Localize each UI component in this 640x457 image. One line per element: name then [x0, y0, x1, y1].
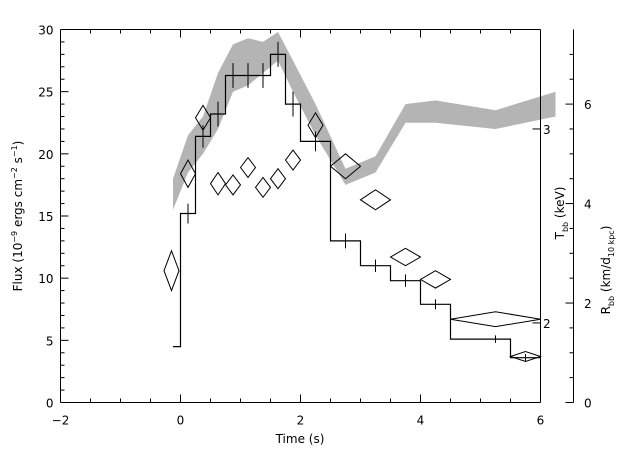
temperature-point — [450, 311, 541, 328]
y-tick-label: 30 — [38, 24, 53, 38]
flux-histogram-line — [173, 53, 541, 359]
x-tick-label: 6 — [537, 414, 545, 428]
temperature-point — [329, 153, 362, 180]
flux-histogram-layer — [173, 41, 541, 362]
temperature-point — [284, 149, 302, 171]
radius-tick-label: 4 — [584, 198, 592, 212]
radius-tick-label: 0 — [584, 397, 592, 411]
x-tick-label: 0 — [177, 414, 185, 428]
temperature-point — [269, 167, 287, 190]
x-tick-label: 4 — [417, 414, 425, 428]
temperature-point — [194, 104, 212, 132]
y-tick-label: 10 — [38, 272, 53, 286]
radius-band-layer — [173, 32, 556, 210]
temperature-point — [224, 174, 242, 196]
right-axis-label-radius: Rbb (km/d10 kpc) — [599, 226, 616, 315]
right-axis-label-temperature: Tbb (keV) — [553, 187, 570, 241]
temperature-point — [163, 249, 180, 293]
temperature-point — [209, 171, 227, 196]
y-tick-label: 15 — [38, 210, 53, 224]
tick-layer: −2 0 2 4 6 0 5 10 15 20 25 30 0 2 4 6 2 3 — [38, 24, 591, 428]
radius-band — [173, 32, 556, 210]
y-tick-label: 5 — [46, 334, 54, 348]
y-axis-label: Flux (10−9 ergs cm−2 s−1) — [10, 141, 25, 292]
radius-tick-label: 2 — [584, 297, 592, 311]
temperature-point — [419, 270, 452, 289]
temperature-points-layer — [163, 104, 543, 362]
y-tick-label: 20 — [38, 148, 53, 162]
temperature-point — [307, 111, 324, 139]
radius-tick-label: 6 — [584, 98, 592, 112]
temperature-point — [359, 189, 392, 211]
y-tick-label: 25 — [38, 86, 53, 100]
temperature-tick-label: 2 — [543, 317, 551, 331]
x-axis-label: Time (s) — [275, 432, 325, 446]
temperature-point — [254, 176, 272, 199]
temperature-tick-label: 3 — [543, 123, 551, 137]
temperature-point — [239, 156, 257, 179]
y-tick-label: 0 — [46, 397, 54, 411]
x-tick-label: 2 — [297, 414, 305, 428]
temperature-point — [389, 247, 422, 267]
temperature-point — [179, 159, 197, 189]
x-tick-label: −2 — [52, 414, 70, 428]
